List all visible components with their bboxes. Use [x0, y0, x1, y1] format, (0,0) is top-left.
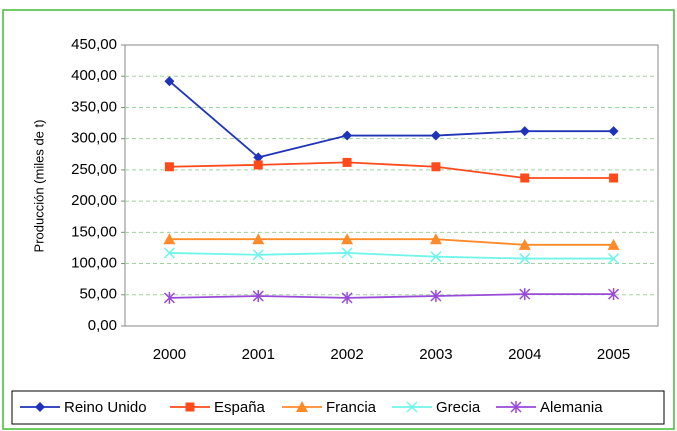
x-tick-label: 2003: [419, 346, 452, 363]
series-line: [169, 238, 614, 246]
data-point: [341, 247, 353, 259]
data-point: [519, 126, 530, 137]
y-tick-label: 250,00: [71, 161, 117, 178]
data-point: [608, 253, 620, 265]
series-line: [169, 252, 614, 260]
y-axis-label: Producción (miles de t): [31, 120, 46, 253]
data-point: [341, 291, 353, 304]
x-tick-label: 2000: [153, 346, 186, 363]
x-tick-label: 2002: [330, 346, 363, 363]
data-point: [252, 233, 265, 245]
x-tick-label: 2001: [242, 346, 275, 363]
legend-label: Grecia: [436, 399, 481, 416]
series-line: [169, 293, 614, 299]
y-tick-label: 0,00: [88, 317, 117, 334]
data-point: [518, 238, 531, 250]
data-point: [607, 238, 620, 250]
y-tick-label: 450,00: [71, 36, 117, 53]
data-point: [163, 233, 176, 245]
y-tick-label: 150,00: [71, 223, 117, 240]
legend-marker: [510, 401, 522, 413]
legend-label: Reino Unido: [64, 399, 147, 416]
legend-label: Alemania: [540, 399, 603, 416]
data-point: [609, 173, 619, 183]
data-point: [608, 288, 620, 301]
series-line: [168, 80, 614, 159]
x-tick-label: 2005: [597, 346, 630, 363]
legend: [11, 390, 665, 425]
data-point: [342, 157, 352, 167]
y-tick-label: 100,00: [71, 255, 117, 272]
data-point: [164, 76, 175, 87]
data-point: [253, 152, 264, 163]
y-tick-label: 350,00: [71, 98, 117, 115]
y-tick-label: 300,00: [71, 130, 117, 147]
data-point: [252, 290, 264, 303]
legend-marker: [35, 402, 45, 412]
plot-area: [124, 44, 659, 327]
data-point: [164, 162, 174, 172]
data-point: [430, 290, 442, 303]
data-point: [520, 173, 530, 183]
legend-marker: [296, 401, 308, 412]
y-tick-label: 200,00: [71, 192, 117, 209]
legend-marker: [185, 402, 195, 412]
data-point: [163, 247, 175, 259]
data-point: [341, 233, 354, 245]
data-point: [519, 253, 531, 265]
data-point: [163, 291, 175, 304]
legend-label: Francia: [326, 399, 377, 416]
x-tick-label: 2004: [508, 346, 541, 363]
data-point: [430, 251, 442, 263]
y-tick-label: 50,00: [79, 286, 117, 303]
legend-label: España: [214, 399, 266, 416]
data-point: [519, 288, 531, 301]
data-point: [608, 126, 619, 137]
y-tick-label: 400,00: [71, 67, 117, 84]
data-point: [429, 233, 442, 245]
legend-marker: [406, 401, 418, 413]
data-point: [430, 130, 441, 141]
data-point: [252, 249, 264, 261]
series-line: [169, 161, 614, 179]
data-point: [342, 130, 353, 141]
data-point: [253, 160, 263, 170]
data-point: [431, 162, 441, 172]
